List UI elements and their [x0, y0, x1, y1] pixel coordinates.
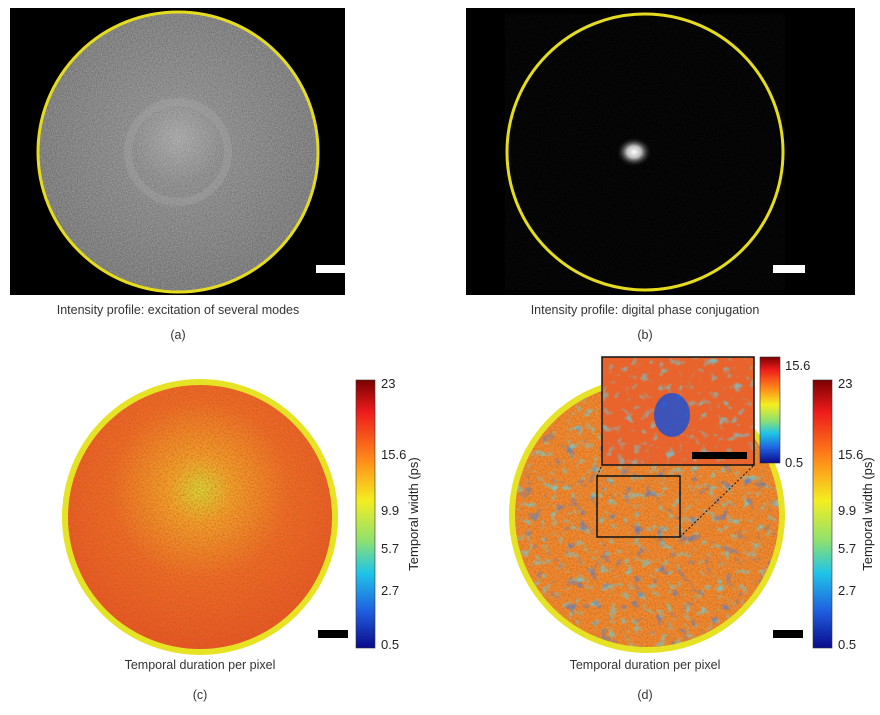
colorbar-tick: 9.9: [381, 503, 399, 518]
scale-bar: [316, 265, 348, 273]
colorbar-tick: 2.7: [381, 583, 399, 598]
scale-bar: [318, 630, 348, 638]
panel-b: Intensity profile: digital phase conjuga…: [466, 8, 855, 342]
colorbar-tick: 0.5: [838, 637, 856, 652]
colorbar-tick: 15.6: [381, 447, 406, 462]
panel-label: (b): [637, 328, 652, 342]
colorbar-tick: 5.7: [381, 541, 399, 556]
inset-blob: [654, 393, 690, 437]
panel-a: Intensity profile: excitation of several…: [10, 8, 348, 342]
colorbar-tick: 23: [838, 376, 852, 391]
focus-spot: [616, 137, 652, 167]
caption: Intensity profile: excitation of several…: [57, 303, 299, 317]
panel-label: (a): [170, 328, 185, 342]
caption: Temporal duration per pixel: [570, 658, 721, 672]
caption: Temporal duration per pixel: [125, 658, 276, 672]
colorbar-tick: 0.5: [785, 455, 803, 470]
figure: Intensity profile: excitation of several…: [0, 0, 880, 710]
colorbar: [356, 380, 375, 648]
colorbar-title: Temporal width (ps): [406, 457, 421, 570]
panel-label: (d): [637, 688, 652, 702]
scale-bar: [773, 630, 803, 638]
colorbar-tick: 9.9: [838, 503, 856, 518]
colorbar: [813, 380, 832, 648]
panel-d: 15.6 0.5 23 15.6 9.9 5.7 2.7 0.5 Tempora…: [509, 357, 875, 702]
panel-c: 23 15.6 9.9 5.7 2.7 0.5 Temporal width (…: [62, 376, 421, 702]
colorbar-title: Temporal width (ps): [860, 457, 875, 570]
colorbar-tick: 5.7: [838, 541, 856, 556]
caption: Intensity profile: digital phase conjuga…: [531, 303, 760, 317]
colorbar-tick: 2.7: [838, 583, 856, 598]
page: {"panels": [ {"label": "(a)", "caption":…: [0, 0, 880, 710]
colorbar-tick: 23: [381, 376, 395, 391]
colorbar-tick: 0.5: [381, 637, 399, 652]
panel-label: (c): [193, 688, 208, 702]
colorbar-tick: 15.6: [785, 358, 810, 373]
scale-bar: [692, 452, 747, 459]
scale-bar: [773, 265, 805, 273]
inset-colorbar: [760, 357, 780, 463]
